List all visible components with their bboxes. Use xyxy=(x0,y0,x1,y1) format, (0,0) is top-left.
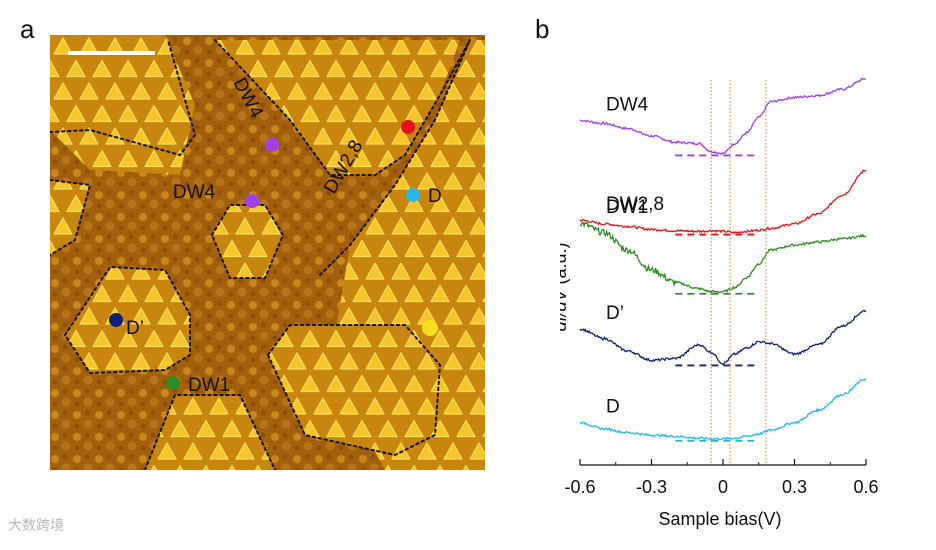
spectra-curves xyxy=(579,77,867,441)
watermark: 大数跨境 xyxy=(8,518,64,534)
x-tick-label-1: -0.3 xyxy=(636,477,667,497)
label-dprime: D’ xyxy=(126,318,144,339)
marker-purple-mid xyxy=(245,194,259,208)
series-label-2: DW1 xyxy=(606,197,648,218)
spectrum-line-3 xyxy=(579,309,867,366)
marker-red xyxy=(401,120,415,134)
spectrum-line-2 xyxy=(579,221,867,294)
y-axis-title-quantity: dI/dV xyxy=(560,288,570,332)
x-tick-label-0: -0.6 xyxy=(564,477,595,497)
baseline-dashes xyxy=(675,154,759,442)
domain-dprime xyxy=(65,267,190,373)
x-tick-label-4: 0.6 xyxy=(853,477,878,497)
domain-left-tongue xyxy=(50,180,90,255)
series-label-3: D’ xyxy=(606,303,624,324)
x-tick-label-2: 0 xyxy=(718,477,728,497)
marker-cyan xyxy=(406,188,420,202)
spectrum-line-1 xyxy=(579,169,867,235)
y-axis-title: dI/dV (a.u.) xyxy=(560,242,570,331)
domain-bottom-left xyxy=(145,395,275,470)
panel-b-letter: b xyxy=(535,14,550,44)
series-label-1: DW2,8 xyxy=(606,194,664,215)
domain-top-middle xyxy=(215,40,460,175)
label-dw1: DW1 xyxy=(188,375,230,396)
label-d: D xyxy=(428,186,442,207)
x-axis-title: Sample bias(V) xyxy=(658,509,781,529)
stm-image: DW4 DW2,8 DW4 D D’ DW1 xyxy=(50,35,485,470)
lattice-domains xyxy=(50,35,485,470)
label-dw4-mid: DW4 xyxy=(173,182,216,203)
spectrum-line-0 xyxy=(579,77,867,156)
x-tick-label-3: 0.3 xyxy=(782,477,807,497)
series-label-4: D xyxy=(606,397,620,418)
x-axis: -0.6 -0.3 0 0.3 0.6 xyxy=(564,459,879,497)
domain-top-left xyxy=(50,35,195,175)
reference-lines xyxy=(710,80,767,465)
panel-a-letter: a xyxy=(20,14,35,44)
spectrum-line-4 xyxy=(579,378,867,441)
series-label-0: DW4 xyxy=(606,94,649,115)
marker-purple-top xyxy=(265,138,279,152)
marker-navy xyxy=(109,313,123,327)
spectra-chart: DW4 DW2,8 DW1 D’ D -0.6 -0.3 0 0.3 0.6 dI/dV (a.… xyxy=(550,25,936,545)
domain-hexagon-small xyxy=(212,205,283,278)
marker-green xyxy=(166,376,180,390)
marker-yellow xyxy=(422,320,438,336)
y-axis-title-unit: (a.u.) xyxy=(560,242,570,289)
domain-bottom-right xyxy=(268,325,440,455)
domain-boundaries xyxy=(50,39,471,470)
